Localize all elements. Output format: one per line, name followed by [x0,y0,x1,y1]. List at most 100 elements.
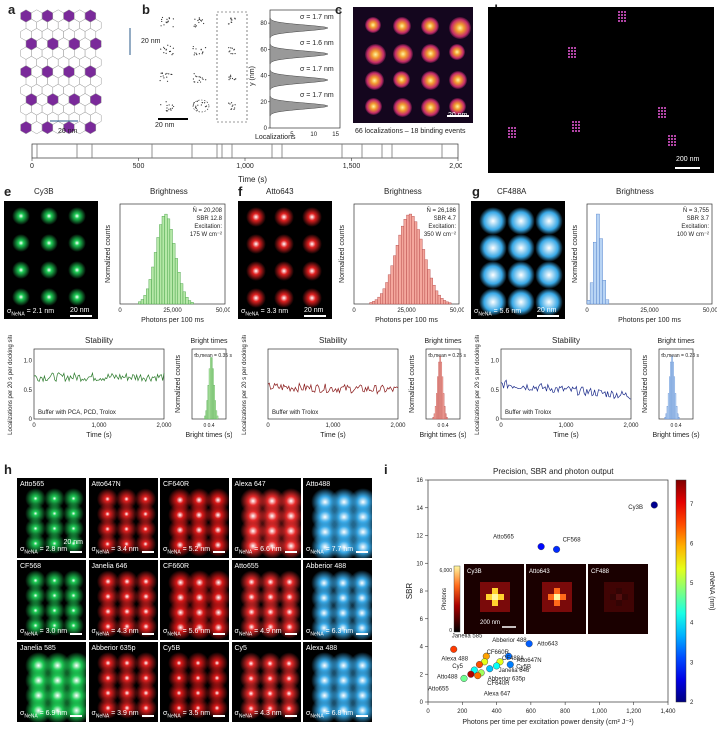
emitter-spot [365,17,382,34]
localization-dot [172,47,174,49]
histogram-bar [190,302,194,305]
localization-dot [168,50,171,53]
stability-trace [500,379,632,400]
emitter-spot [258,615,283,639]
histogram-bar [211,357,213,420]
tick-label: 1,200 [626,709,642,715]
localization-dot [163,77,165,79]
point-label: Cy3B [628,505,643,511]
sigma-histogram: 0 20 40 60 80 5 10 15 y (nm) [249,9,341,138]
emitter-spot [115,533,138,555]
tick-label: 25,000 [397,308,416,314]
point-label: CF568 [563,537,582,543]
inset-pixel [542,594,548,600]
tick-label: 0 [352,308,356,314]
tick-label: 2,000 [390,423,406,429]
plot-frame [33,348,165,420]
inset-pixel [622,594,628,600]
dye-name: Atto647N [91,481,121,488]
origami-spot [571,53,573,55]
dye-image-cell: Abberior 488 σNeNA = 6.3 nm [303,560,372,640]
emitter-spot [96,697,119,720]
emitter-spot [258,697,282,720]
inset-pixel [628,600,634,606]
x-axis-label: Time (s) [320,432,345,439]
tick-label: 14 [416,506,423,512]
origami-spot [661,107,663,109]
panel-c-scalebar [447,115,469,117]
inset-pixel [548,588,554,594]
binding-timeline: 0 500 1,000 1,500 2,000 [30,143,462,170]
y-axis-label: Normalized counts [409,355,416,413]
emitter-spot [40,234,58,252]
dye-name: Atto488 [306,481,331,488]
tick-label: 8 [420,589,424,595]
origami-spot [514,133,516,135]
localization-dot [167,110,169,112]
origami-spot [668,138,670,140]
dnapaint-image-c [353,7,473,123]
inset-pixel [486,582,492,588]
inset-pixel [498,588,504,594]
stability-title: Stability [319,336,347,345]
emitter-spot [68,288,86,306]
inset-pixel [560,594,566,600]
origami-spot [621,17,623,19]
localization-dot [198,53,200,55]
histogram-bar [148,279,152,305]
y-axis-label: Normalized counts [572,225,579,283]
histogram-bar [408,213,412,305]
dye-sigma: σNeNA = 3.9 nm [91,709,139,719]
localization-dot [165,21,167,23]
tick-label: 1.0 [491,359,500,365]
localization-dot [233,108,235,110]
inset-colorbar-min: 0 [449,628,452,634]
origami-spot [572,124,574,126]
x-axis-label: Photons per time per excitation power de… [462,719,633,726]
localization-dot [166,72,168,75]
point-label: Atto565 [493,535,514,541]
origami-spot [572,127,574,129]
scalebar [304,315,326,317]
emitter-spot [40,207,58,225]
localization-dot [233,79,235,81]
localization-dot [192,78,195,80]
localization-dot [230,52,232,55]
localization-dot [200,19,202,21]
tick-label: 1,400 [660,709,676,715]
dye-image-cell: Atto655 σNeNA = 4.9 nm [231,560,301,640]
origami-spot [508,133,510,135]
panel-b-scalebar [158,118,188,120]
emitter-spot [393,71,410,88]
origami-spot [664,107,666,109]
origami-spot [661,110,663,112]
origami-spot [574,47,576,49]
histogram-bar [140,299,144,305]
scalebar [70,715,82,717]
localization-dot [229,103,231,105]
origami-spot [658,107,660,109]
origami-spot [674,138,676,140]
localization-dot [199,81,202,83]
localization-dot [163,24,165,26]
localization-dot [168,73,170,75]
histogram-bar [427,269,431,305]
localization-dot [160,72,162,74]
plot-frame [269,9,341,129]
histogram-bar [674,393,677,420]
inset-pixel [504,594,510,600]
inset-pixel [542,588,548,594]
origami-spot [568,50,570,52]
dye-image-cell: Cy5 σNeNA = 4.3 nm [231,642,301,722]
emitter-spot [302,234,322,254]
scalebar [356,715,368,717]
histogram-bar [185,297,189,305]
inset-pixel [554,600,560,606]
emitter-spot [68,207,86,225]
localization-dot [228,23,230,25]
origami-spot [671,141,673,143]
tick-label: 5 [690,581,694,587]
dye-image-cell: CF640R σNeNA = 5.2 nm [160,478,229,558]
localization-dot [229,74,232,76]
localization-dot [201,77,203,79]
